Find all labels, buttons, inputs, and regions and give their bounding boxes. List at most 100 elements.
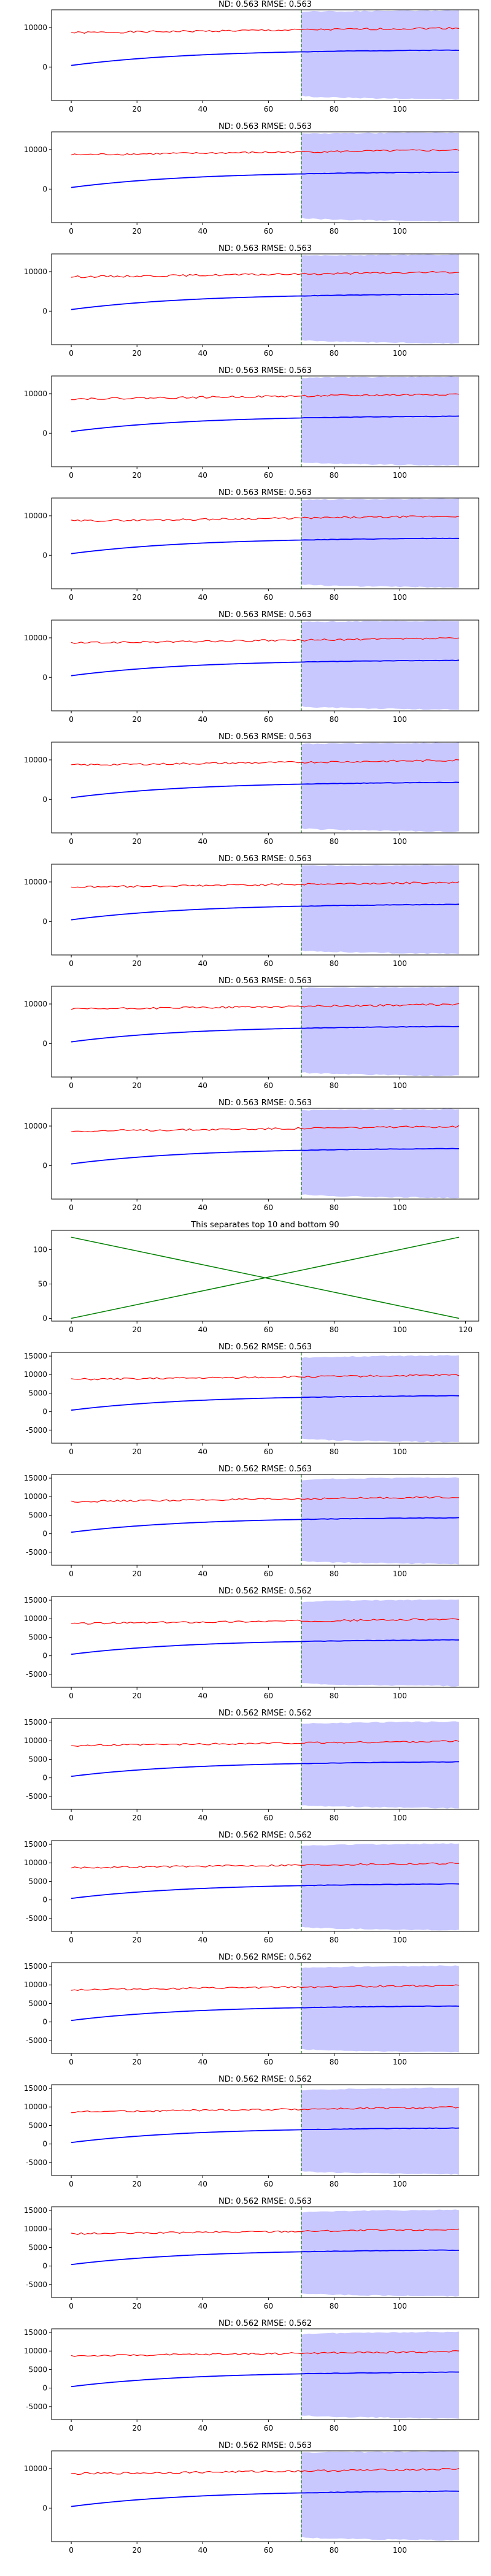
- chart-panel-2: ND: 0.563 RMSE: 0.563 0 20 40 60 80 100 0 10000: [24, 122, 479, 236]
- x-tick-label: 40: [198, 593, 207, 602]
- x-tick-label: 60: [264, 715, 273, 724]
- y-tick-label: 0: [42, 429, 47, 437]
- x-tick-label: 80: [330, 1081, 339, 1090]
- x-tick-label: 60: [264, 1325, 273, 1334]
- x-tick-label: 20: [133, 2302, 142, 2310]
- y-tick-label: 0: [42, 2018, 47, 2026]
- actual-series-line: [71, 270, 459, 278]
- x-tick-label: 20: [133, 349, 142, 358]
- x-tick-label: 60: [264, 2302, 273, 2310]
- chart-panel-9: ND: 0.563 RMSE: 0.563 0 20 40 60 80 100 0 10000: [24, 976, 479, 1090]
- uncertainty-band: [301, 1355, 459, 1443]
- axes-frame: [51, 253, 479, 345]
- x-tick-label: 60: [264, 2546, 273, 2555]
- y-tick-label: 15000: [24, 1596, 47, 1604]
- x-tick-label: 60: [264, 105, 273, 113]
- actual-series-line: [71, 1862, 459, 1869]
- y-tick-label: 10000: [24, 1122, 47, 1130]
- chart-title: ND: 0.563 RMSE: 0.563: [218, 610, 312, 619]
- chart-panel-5: ND: 0.563 RMSE: 0.563 0 20 40 60 80 100 0 10000: [24, 488, 479, 602]
- x-tick-label: 20: [133, 105, 142, 113]
- axes-frame: [51, 1840, 479, 1932]
- y-tick-label: 0: [42, 2384, 47, 2393]
- y-tick-label: 0: [42, 1774, 47, 1782]
- x-tick-label: 0: [69, 1081, 74, 1090]
- x-tick-label: 0: [69, 2180, 74, 2188]
- uncertainty-band: [301, 376, 459, 466]
- chart-title: ND: 0.563 RMSE: 0.563: [218, 366, 312, 375]
- plot-area: [71, 498, 460, 589]
- x-tick-label: 100: [393, 1814, 407, 1822]
- chart-panel-17: ND: 0.562 RMSE: 0.562 0 20 40 60 80 100 -5000 0 5…: [24, 1953, 479, 2066]
- chart-title: ND: 0.563 RMSE: 0.563: [218, 0, 312, 9]
- y-tick-label: -5000: [26, 1670, 47, 1679]
- chart-panel-19: ND: 0.562 RMSE: 0.563 0 20 40 60 80 100 -5000 0 5…: [24, 2197, 479, 2310]
- chart-title: ND: 0.562 RMSE: 0.563: [218, 2197, 312, 2206]
- y-tick-label: 10000: [24, 756, 47, 764]
- x-tick-label: 0: [69, 2546, 74, 2555]
- uncertainty-band: [301, 1599, 459, 1687]
- actual-series-line: [71, 1125, 460, 1133]
- plot-area: [71, 1474, 459, 1565]
- x-tick-label: 60: [264, 227, 273, 236]
- x-tick-label: 20: [133, 1570, 142, 1578]
- y-tick-label: 10000: [24, 2464, 47, 2473]
- y-tick-label: 5000: [28, 1755, 47, 1763]
- x-tick-label: 0: [69, 1570, 74, 1578]
- chart-title: ND: 0.562 RMSE: 0.562: [218, 2319, 312, 2328]
- x-tick-label: 100: [393, 1325, 407, 1334]
- forecast-series-line: [71, 415, 459, 432]
- actual-series-line: [71, 881, 460, 888]
- uncertainty-band: [301, 498, 459, 588]
- forecast-series-line: [71, 1639, 459, 1655]
- y-tick-label: 0: [42, 185, 47, 193]
- x-tick-label: 60: [264, 471, 273, 480]
- uncertainty-band: [301, 132, 459, 222]
- y-tick-label: 15000: [24, 1962, 47, 1971]
- uncertainty-band: [301, 10, 459, 100]
- x-tick-label: 0: [69, 593, 74, 602]
- x-tick-label: 100: [393, 2424, 407, 2432]
- x-tick-label: 80: [330, 1814, 339, 1822]
- x-tick-label: 100: [393, 2546, 407, 2555]
- x-tick-label: 0: [69, 837, 74, 846]
- y-tick-label: 5000: [28, 1999, 47, 2007]
- y-tick-label: 0: [42, 1530, 47, 1538]
- y-tick-label: 0: [42, 307, 47, 315]
- forecast-series-line: [71, 49, 459, 66]
- x-tick-label: 0: [69, 1936, 74, 1944]
- x-tick-label: 0: [69, 1692, 74, 1700]
- plot-area: [71, 1108, 460, 1199]
- forecast-series-line: [71, 2490, 459, 2507]
- x-tick-label: 20: [133, 593, 142, 602]
- x-tick-label: 80: [330, 959, 339, 968]
- x-tick-label: 0: [69, 2058, 74, 2066]
- chart-title: ND: 0.563 RMSE: 0.563: [218, 854, 312, 864]
- x-tick-label: 60: [264, 593, 273, 602]
- x-tick-label: 20: [133, 1814, 142, 1822]
- plot-area: [71, 2207, 459, 2298]
- plot-area: [71, 2451, 460, 2542]
- x-tick-label: 120: [458, 1325, 473, 1334]
- x-tick-label: 20: [133, 1203, 142, 1212]
- x-tick-label: 100: [393, 1081, 407, 1090]
- y-tick-label: 10000: [24, 267, 47, 276]
- uncertainty-band: [301, 1477, 459, 1565]
- chart-title: ND: 0.562 RMSE: 0.562: [218, 1831, 312, 1840]
- x-tick-label: 40: [198, 2180, 207, 2188]
- chart-panel-3: ND: 0.563 RMSE: 0.563 0 20 40 60 80 100 0 10000: [24, 244, 479, 358]
- axes-frame: [51, 742, 479, 834]
- x-tick-label: 20: [133, 2058, 142, 2066]
- y-tick-label: 0: [42, 795, 47, 803]
- y-tick-label: 10000: [24, 2225, 47, 2233]
- x-tick-label: 40: [198, 1081, 207, 1090]
- x-tick-label: 80: [330, 227, 339, 236]
- y-tick-label: 0: [42, 1896, 47, 1904]
- x-tick-label: 20: [133, 837, 142, 846]
- y-tick-label: -5000: [26, 2280, 47, 2289]
- plot-area: [71, 986, 459, 1077]
- x-tick-label: 20: [133, 715, 142, 724]
- y-tick-label: 10000: [24, 1000, 47, 1008]
- x-tick-label: 40: [198, 471, 207, 480]
- forecast-series-line: [71, 2249, 459, 2266]
